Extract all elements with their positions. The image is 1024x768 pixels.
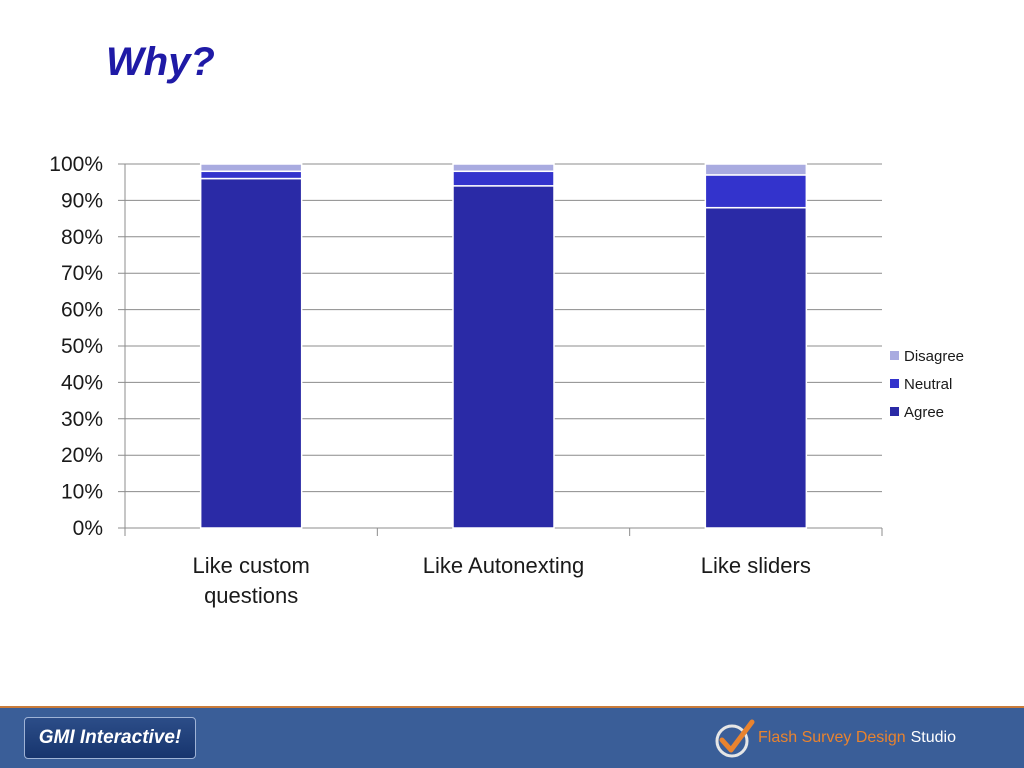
slide-title: Why? [106, 40, 215, 84]
legend-swatch-disagree [890, 351, 899, 360]
y-tick-label: 90% [61, 189, 103, 212]
brand-name: Flash Survey Design [758, 729, 906, 746]
checkmark-icon [715, 719, 755, 758]
y-tick-label: 40% [61, 371, 103, 394]
brand-suffix: Studio [910, 729, 956, 746]
bar-disagree [704, 163, 808, 176]
x-category-label: Like custom questions [192, 553, 309, 608]
gmi-interactive-logo: GMI Interactive! [24, 717, 196, 759]
bar-agree [704, 206, 808, 529]
y-tick-label: 30% [61, 408, 103, 431]
bar-agree [199, 177, 303, 529]
flash-survey-brand: Flash Survey Design Studio [712, 714, 956, 762]
y-tick-label: 50% [61, 335, 103, 358]
x-category-label: Like Autonexting [423, 553, 584, 578]
legend-label: Disagree [904, 348, 964, 365]
bar-agree [452, 185, 555, 529]
bar-disagree [452, 163, 555, 173]
legend-swatch-agree [890, 407, 899, 416]
stacked-bar-chart: 0% 10% 20% 30% 40% 50% 60% 70% 80% 90% 100% Like cu… [49, 153, 964, 608]
legend-label: Agree [904, 404, 944, 421]
bar-disagree [199, 163, 303, 173]
x-category-label: Like sliders [701, 553, 811, 578]
legend-swatch-neutral [890, 379, 899, 388]
bar-neutral [199, 170, 303, 180]
y-tick-label: 80% [61, 226, 103, 249]
legend-label: Neutral [904, 376, 952, 393]
bar-neutral [452, 170, 555, 187]
bar-neutral [704, 174, 808, 209]
y-tick-label: 20% [61, 444, 103, 467]
y-tick-label: 10% [61, 481, 103, 504]
y-tick-label: 0% [73, 517, 103, 540]
y-tick-label: 100% [49, 153, 103, 176]
y-tick-label: 70% [61, 262, 103, 285]
y-tick-label: 60% [61, 299, 103, 322]
